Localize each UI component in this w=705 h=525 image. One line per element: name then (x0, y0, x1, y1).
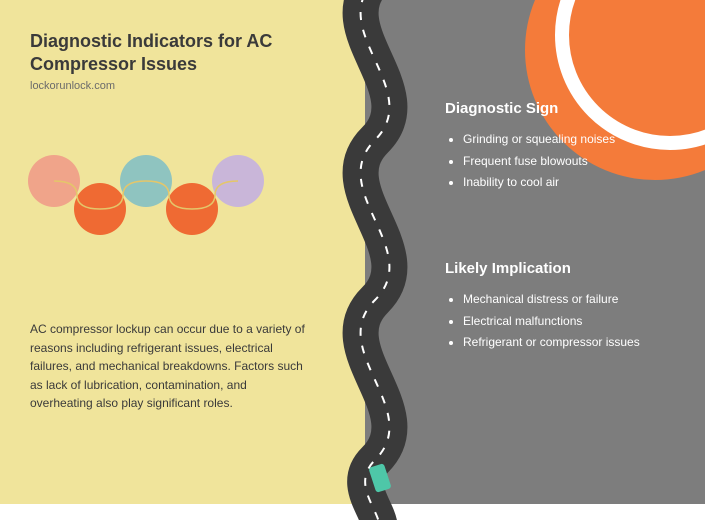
list-item: Refrigerant or compressor issues (463, 332, 640, 354)
list-item: Electrical malfunctions (463, 311, 640, 333)
section-heading-diagnostic: Diagnostic Sign (445, 100, 615, 117)
list-item: Mechanical distress or failure (463, 289, 640, 311)
list-item: Frequent fuse blowouts (463, 151, 615, 173)
list-item: Grinding or squealing noises (463, 129, 615, 151)
likely-implication-list: Mechanical distress or failureElectrical… (445, 289, 640, 354)
likely-implication-section: Likely Implication Mechanical distress o… (445, 260, 640, 354)
diagnostic-sign-section: Diagnostic Sign Grinding or squealing no… (445, 100, 615, 194)
infographic-canvas: Diagnostic Indicators for AC Compressor … (0, 0, 705, 504)
section-heading-implication: Likely Implication (445, 260, 640, 277)
site-name: lockorunlock.com (30, 80, 115, 92)
list-item: Inability to cool air (463, 172, 615, 194)
page-title: Diagnostic Indicators for AC Compressor … (30, 30, 310, 77)
circles-decoration (28, 145, 308, 235)
body-paragraph: AC compressor lockup can occur due to a … (30, 320, 310, 413)
diagnostic-sign-list: Grinding or squealing noisesFrequent fus… (445, 129, 615, 194)
